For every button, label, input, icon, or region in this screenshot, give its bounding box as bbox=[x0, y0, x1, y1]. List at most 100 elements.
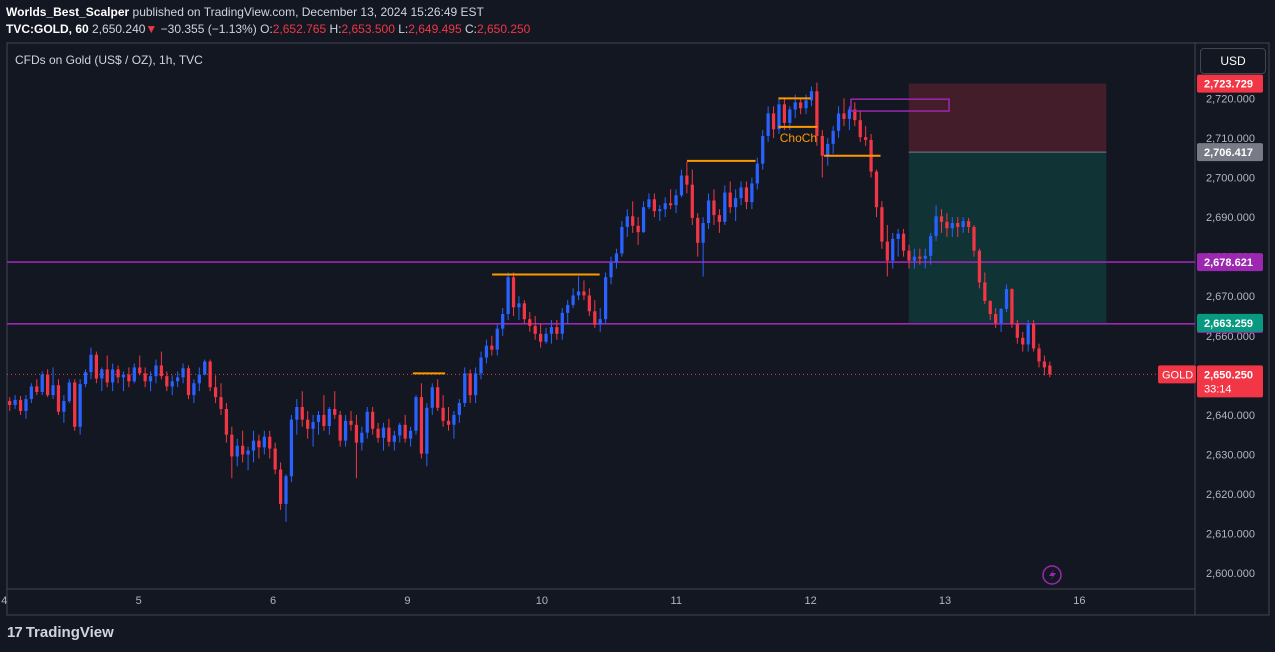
candle-body bbox=[365, 411, 369, 433]
candle-body bbox=[891, 238, 895, 261]
candle-body bbox=[885, 241, 889, 261]
candle-body bbox=[582, 291, 586, 296]
candle-body bbox=[419, 397, 424, 454]
lightning-bolt bbox=[1049, 569, 1056, 581]
x-tick-label: 16 bbox=[1073, 595, 1085, 607]
candle-body bbox=[528, 319, 532, 326]
candle-body bbox=[83, 372, 88, 385]
candle-body bbox=[246, 450, 250, 455]
candle-body bbox=[436, 387, 440, 408]
candle-body bbox=[593, 311, 597, 325]
currency-button[interactable]: USD bbox=[1200, 48, 1266, 74]
candle-body bbox=[452, 414, 456, 425]
candle-body bbox=[1037, 348, 1041, 362]
candle-body bbox=[468, 373, 472, 396]
candle-body bbox=[858, 120, 862, 138]
candle-body bbox=[1010, 289, 1014, 324]
candle-body bbox=[408, 430, 413, 439]
candle-body bbox=[961, 221, 965, 227]
candle-body bbox=[241, 445, 245, 455]
candle-body bbox=[826, 143, 830, 156]
candle-body bbox=[473, 373, 478, 396]
candle-body bbox=[771, 113, 776, 130]
candle-body bbox=[181, 368, 185, 378]
candle-body bbox=[354, 424, 359, 443]
y-tick-label: 2,720.000 bbox=[1206, 93, 1255, 105]
author-name[interactable]: Worlds_Best_Scalper bbox=[6, 5, 130, 19]
candle-body bbox=[105, 369, 109, 383]
candle-body bbox=[717, 215, 722, 222]
candle-body bbox=[224, 408, 229, 435]
candle-body bbox=[636, 225, 640, 233]
candle-body bbox=[620, 226, 624, 254]
candle-body bbox=[338, 414, 342, 441]
low-value: 2,649.495 bbox=[408, 22, 462, 36]
candle-body bbox=[999, 308, 1003, 324]
candle-body bbox=[51, 385, 55, 396]
candle-body bbox=[847, 109, 852, 119]
candle-body bbox=[566, 304, 570, 313]
supply-rectangle[interactable] bbox=[850, 98, 950, 112]
candle-body bbox=[853, 109, 857, 121]
candle-body bbox=[35, 386, 39, 392]
candle-body bbox=[1031, 323, 1036, 349]
position-price-label: 2,663.259 bbox=[1204, 318, 1253, 330]
symbol-tag: GOLD bbox=[1162, 369, 1193, 381]
lightning-icon[interactable] bbox=[1042, 565, 1062, 585]
stop-loss-zone[interactable] bbox=[908, 83, 1107, 153]
candle-body bbox=[1048, 365, 1052, 375]
high-label: H: bbox=[329, 22, 342, 36]
candle-body bbox=[116, 369, 120, 378]
candle-body bbox=[614, 253, 619, 263]
price-change: −30.355 (−1.13%) bbox=[160, 22, 257, 36]
candle-body bbox=[40, 374, 44, 392]
y-tick-label: 2,700.000 bbox=[1206, 173, 1255, 185]
candle-body bbox=[603, 277, 608, 320]
x-tick-label: 9 bbox=[404, 595, 410, 607]
candle-body bbox=[186, 368, 191, 396]
candle-body bbox=[679, 175, 684, 196]
candle-body bbox=[571, 295, 575, 305]
candle-body bbox=[403, 424, 407, 439]
candle-body bbox=[647, 199, 651, 208]
published-text: published on TradingView.com, December 1… bbox=[132, 5, 484, 19]
y-tick-label: 2,620.000 bbox=[1206, 489, 1255, 501]
candle-body bbox=[67, 382, 71, 402]
candle-body bbox=[284, 476, 288, 504]
tradingview-logo[interactable]: 17 TradingView bbox=[7, 624, 114, 641]
candle-body bbox=[457, 403, 461, 415]
candle-body bbox=[668, 203, 673, 206]
candle-body bbox=[663, 203, 667, 210]
y-tick-label: 2,630.000 bbox=[1206, 449, 1255, 461]
candle-body bbox=[159, 365, 164, 377]
symbol-name: TVC:GOLD, 60 bbox=[6, 22, 89, 36]
candle-body bbox=[598, 319, 602, 325]
candle-body bbox=[950, 223, 954, 229]
y-tick-label: 2,610.000 bbox=[1206, 529, 1255, 541]
candle-body bbox=[836, 113, 841, 131]
candle-body bbox=[1042, 361, 1047, 368]
candle-body bbox=[94, 354, 99, 379]
candle-body bbox=[262, 436, 266, 448]
y-tick-label: 2,710.000 bbox=[1206, 133, 1255, 145]
candle-body bbox=[842, 113, 846, 119]
candle-body bbox=[804, 100, 808, 109]
candle-body bbox=[587, 295, 591, 312]
candle-body bbox=[484, 345, 489, 358]
candle-body bbox=[831, 130, 835, 144]
publish-info: Worlds_Best_Scalper published on Trading… bbox=[6, 5, 484, 19]
candle-body bbox=[934, 216, 938, 237]
candle-body bbox=[918, 256, 922, 259]
candle-body bbox=[100, 369, 104, 379]
tradingview-wordmark: TradingView bbox=[25, 624, 114, 641]
candle-body bbox=[376, 428, 380, 438]
x-tick-label: 13 bbox=[939, 595, 951, 607]
candle-body bbox=[78, 384, 82, 427]
candle-body bbox=[983, 282, 987, 301]
level-price-label: 2,678.621 bbox=[1204, 257, 1253, 269]
candle-body bbox=[609, 262, 613, 278]
candle-body bbox=[446, 420, 451, 425]
candle-body bbox=[170, 381, 174, 387]
candle-body bbox=[414, 397, 418, 431]
